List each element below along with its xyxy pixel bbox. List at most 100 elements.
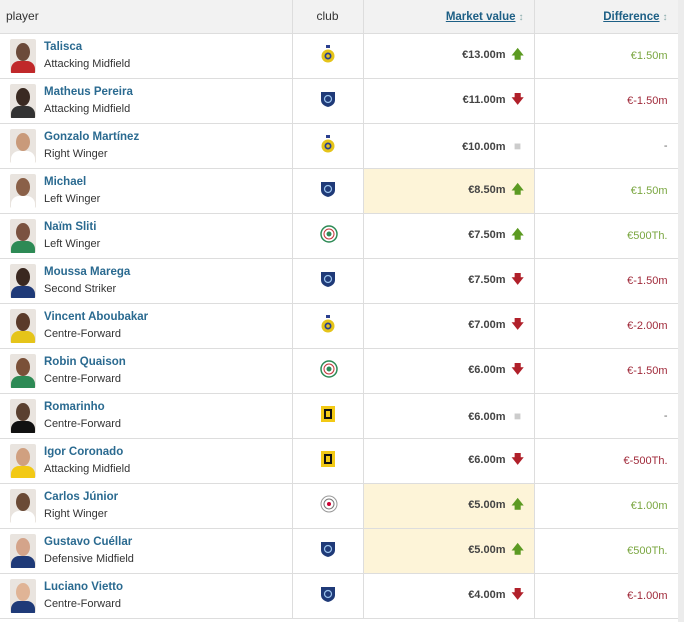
player-photo[interactable] <box>10 443 36 478</box>
difference-cell: €1.50m <box>534 168 679 214</box>
player-name-link[interactable]: Moussa Marega <box>44 266 131 278</box>
market-value-cell: €7.50m 🡅 <box>363 213 535 259</box>
trend-same-icon: ■ <box>513 138 522 153</box>
player-name-link[interactable]: Vincent Aboubakar <box>44 311 149 323</box>
player-cell: Matheus Pereira Attacking Midfield <box>0 78 293 124</box>
player-cell: Luciano Vietto Centre-Forward <box>0 573 293 619</box>
sort-market-value-link[interactable]: Market value <box>445 11 516 24</box>
market-value: €10.00m <box>462 140 506 153</box>
club-crest-icon[interactable] <box>319 225 338 243</box>
market-value-cell: €6.00m 🡇 <box>363 348 535 394</box>
player-photo[interactable] <box>10 353 36 388</box>
player-photo[interactable] <box>10 578 36 613</box>
player-name-link[interactable]: Igor Coronado <box>44 446 124 458</box>
table-row: Moussa Marega Second Striker €7.50m 🡇 €-1… <box>0 258 679 304</box>
club-crest-icon[interactable] <box>320 315 336 333</box>
club-crest-icon[interactable] <box>320 585 336 603</box>
market-value-cell: €5.00m 🡅 <box>363 483 535 529</box>
player-photo[interactable] <box>10 308 36 343</box>
player-position: Attacking Midfield <box>44 463 131 475</box>
table-row: Michael Left Winger €8.50m 🡅 €1.50m <box>0 168 679 214</box>
player-name-link[interactable]: Naïm Sliti <box>44 221 97 233</box>
market-value: €7.50m <box>468 274 506 286</box>
player-cell: Michael Left Winger <box>0 168 293 214</box>
table-row: Gonzalo Martínez Right Winger €10.00m ■ - <box>0 123 679 169</box>
table-row: Igor Coronado Attacking Midfield €6.00m 🡇… <box>0 438 679 484</box>
difference-cell: €500Th. <box>534 528 679 574</box>
club-crest-icon[interactable] <box>320 270 336 288</box>
player-position: Defensive Midfield <box>44 553 134 565</box>
club-crest-icon[interactable] <box>319 360 338 378</box>
player-photo[interactable] <box>10 173 36 208</box>
player-photo[interactable] <box>10 398 36 433</box>
header-player: player <box>0 0 293 34</box>
header-market-value[interactable]: Market value ↕ <box>363 0 535 34</box>
player-photo[interactable] <box>10 533 36 568</box>
player-photo[interactable] <box>10 128 36 163</box>
trend-down-icon: 🡇 <box>511 452 524 466</box>
player-name-link[interactable]: Gonzalo Martínez <box>44 131 140 143</box>
player-cell: Romarinho Centre-Forward <box>0 393 293 439</box>
club-crest-icon[interactable] <box>320 540 336 558</box>
difference-cell: €500Th. <box>534 213 679 259</box>
player-photo[interactable] <box>10 263 36 298</box>
player-name-link[interactable]: Matheus Pereira <box>44 86 133 98</box>
player-name-link[interactable]: Romarinho <box>44 401 105 413</box>
player-name-link[interactable]: Gustavo Cuéllar <box>44 536 133 548</box>
market-value: €8.50m <box>468 184 506 196</box>
player-cell: Igor Coronado Attacking Midfield <box>0 438 293 484</box>
club-crest-icon[interactable] <box>320 450 336 468</box>
club-cell <box>292 78 364 124</box>
player-position: Second Striker <box>44 283 117 295</box>
player-cell: Gonzalo Martínez Right Winger <box>0 123 293 169</box>
player-name-link[interactable]: Talisca <box>44 41 83 53</box>
difference-cell: €-1.50m <box>534 78 679 124</box>
club-cell <box>292 123 364 169</box>
club-cell <box>292 213 364 259</box>
header-difference[interactable]: Difference ↕ <box>534 0 679 34</box>
market-value-cell: €5.00m 🡅 <box>363 528 535 574</box>
player-name-link[interactable]: Carlos Júnior <box>44 491 119 503</box>
trend-down-icon: 🡇 <box>511 317 524 331</box>
sort-icon[interactable]: ↕ <box>518 12 524 24</box>
club-crest-icon[interactable] <box>320 45 336 63</box>
player-name-link[interactable]: Michael <box>44 176 87 188</box>
player-photo[interactable] <box>10 38 36 73</box>
player-name-link[interactable]: Luciano Vietto <box>44 581 124 593</box>
club-cell <box>292 348 364 394</box>
market-value-cell: €7.00m 🡇 <box>363 303 535 349</box>
club-crest-icon[interactable] <box>320 135 336 153</box>
difference-cell: - <box>534 123 679 169</box>
player-photo[interactable] <box>10 83 36 118</box>
table-row: Gustavo Cuéllar Defensive Midfield €5.00… <box>0 528 679 574</box>
player-photo[interactable] <box>10 218 36 253</box>
market-value-cell: €7.50m 🡇 <box>363 258 535 304</box>
sort-difference-link[interactable]: Difference <box>603 11 660 24</box>
difference-cell: €-1.00m <box>534 573 679 619</box>
trend-down-icon: 🡇 <box>511 362 524 376</box>
difference-cell: €-500Th. <box>534 438 679 484</box>
club-crest-icon[interactable] <box>320 180 336 198</box>
club-crest-icon[interactable] <box>320 405 336 423</box>
difference-cell: €-2.00m <box>534 303 679 349</box>
table-row: Talisca Attacking Midfield €13.00m 🡅 €1.5… <box>0 33 679 79</box>
club-cell <box>292 393 364 439</box>
scrollbar[interactable] <box>678 0 684 622</box>
sort-icon[interactable]: ↕ <box>662 12 668 24</box>
market-value-cell: €13.00m 🡅 <box>363 33 535 79</box>
player-cell: Robin Quaison Centre-Forward <box>0 348 293 394</box>
player-position: Attacking Midfield <box>44 103 131 115</box>
market-value: €5.00m <box>468 544 506 556</box>
player-name-link[interactable]: Robin Quaison <box>44 356 126 368</box>
player-photo[interactable] <box>10 488 36 523</box>
table-row: Vincent Aboubakar Centre-Forward €7.00m 🡇… <box>0 303 679 349</box>
market-value: €6.00m <box>468 364 506 376</box>
difference-cell: - <box>534 393 679 439</box>
header-club: club <box>292 0 364 34</box>
trend-same-icon: ■ <box>513 408 522 423</box>
market-value: €7.00m <box>468 319 506 331</box>
club-crest-icon[interactable] <box>320 90 336 108</box>
player-cell: Moussa Marega Second Striker <box>0 258 293 304</box>
club-crest-icon[interactable] <box>320 495 337 513</box>
